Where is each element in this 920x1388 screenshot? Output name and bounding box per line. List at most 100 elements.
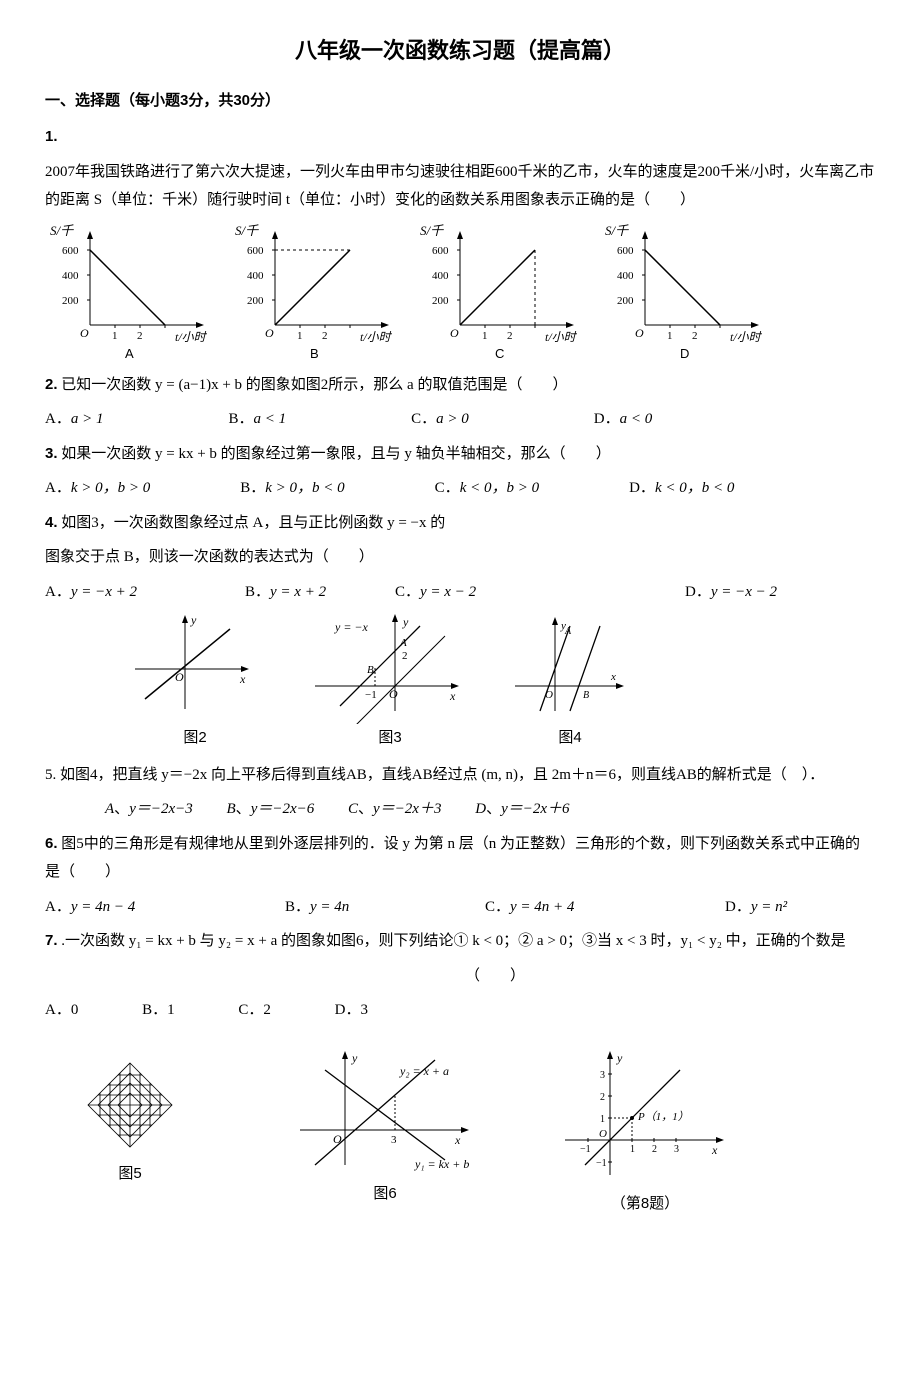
q7-num: 7. [45, 932, 58, 949]
q5-num: 5. [45, 767, 56, 783]
svg-text:2: 2 [322, 330, 328, 342]
fig3-label: 图3 [305, 724, 475, 753]
q4-choice-c: C．y = x − 2 [395, 578, 685, 607]
q3-choice-a: A．k > 0，b > 0 [45, 474, 150, 503]
svg-text:O: O [175, 670, 184, 684]
svg-text:y = −x: y = −x [334, 620, 369, 634]
q4-num: 4. [45, 514, 58, 531]
q4-choices: A．y = −x + 2 B．y = x + 2 C．y = x − 2 D．y… [45, 578, 875, 607]
q6-choice-a: A．y = 4n − 4 [45, 893, 285, 922]
svg-text:S/千: S/千 [605, 223, 629, 238]
svg-text:A: A [399, 637, 407, 649]
q7-choice-d: D．3 [335, 1002, 368, 1018]
svg-text:1: 1 [112, 330, 118, 342]
svg-text:3: 3 [674, 1144, 679, 1155]
q4-text2: 图象交于点 B，则该一次函数的表达式为（ ） [45, 543, 875, 572]
q2-text: 已知一次函数 y = (a−1)x + b 的图象如图2所示，那么 a 的取值范… [61, 377, 567, 393]
svg-text:B: B [310, 346, 319, 361]
svg-text:x: x [449, 689, 456, 703]
svg-text:200: 200 [617, 295, 634, 307]
svg-text:x: x [610, 671, 616, 683]
svg-text:600: 600 [432, 245, 449, 257]
q5-choice-c: C、y＝−2x＋3 [348, 801, 441, 817]
q1-charts: S/千 600 400 200 1 2 O t/小时 A S/千 600 400… [45, 223, 875, 363]
svg-text:x: x [454, 1133, 461, 1147]
q7-choices: A．0 B．1 C．2 D．3 [45, 996, 875, 1025]
svg-text:3: 3 [600, 1070, 605, 1081]
svg-text:x: x [711, 1143, 718, 1157]
svg-text:O: O [80, 326, 89, 340]
q4-text: 如图3，一次函数图象经过点 A，且与正比例函数 y = −x 的 [61, 515, 445, 531]
q5-choice-d: D、y＝−2x＋6 [475, 801, 569, 817]
q2-choice-c: C．a > 0 [411, 405, 469, 434]
svg-text:O: O [450, 326, 459, 340]
q5-choices: A、y＝−2x−3 B、y＝−2x−6 C、y＝−2x＋3 D、y＝−2x＋6 [45, 795, 875, 824]
question-5: 5. 如图4，把直线 y＝−2x 向上平移后得到直线AB，直线AB经过点 (m,… [45, 761, 875, 790]
q2-choice-b: B．a < 1 [228, 405, 286, 434]
q5-text: 如图4，把直线 y＝−2x 向上平移后得到直线AB，直线AB经过点 (m, n)… [60, 767, 824, 783]
svg-text:P（1，1）: P（1，1） [637, 1110, 689, 1123]
q4-choice-b: B．y = x + 2 [245, 578, 395, 607]
q6-choice-c: C．y = 4n + 4 [485, 893, 725, 922]
svg-text:y₁ = kx + b: y₁ = kx + b [414, 1157, 469, 1171]
q7-paren: （ ） [45, 962, 875, 991]
q2-choice-a: A．a > 1 [45, 405, 103, 434]
chart-c: S/千 600 400 200 1 2 O t/小时 C [415, 223, 590, 363]
svg-text:2: 2 [137, 330, 143, 342]
q1-text: 2007年我国铁路进行了第六次大提速，一列火车由甲市匀速驶往相距600千米的乙市… [45, 158, 875, 215]
fig5: 图5 [75, 1050, 185, 1219]
svg-text:600: 600 [247, 245, 264, 257]
question-4: 4. 如图3，一次函数图象经过点 A，且与正比例函数 y = −x 的 [45, 509, 875, 538]
q3-choice-b: B．k > 0，b < 0 [240, 474, 344, 503]
svg-text:t/小时: t/小时 [360, 330, 393, 344]
q3-choice-d: D．k < 0，b < 0 [629, 474, 734, 503]
svg-text:2: 2 [402, 650, 408, 662]
fig4-label: 图4 [505, 724, 635, 753]
fig4: O x y A B 图4 [505, 614, 635, 753]
q7-choice-b: B．1 [142, 1002, 175, 1018]
fig6-label: 图6 [285, 1180, 485, 1209]
svg-text:A: A [125, 346, 134, 361]
svg-text:200: 200 [62, 295, 79, 307]
q4-choice-a: A．y = −x + 2 [45, 578, 245, 607]
svg-text:2: 2 [600, 1092, 605, 1103]
svg-text:y: y [351, 1051, 358, 1065]
svg-text:2: 2 [652, 1144, 657, 1155]
svg-text:3: 3 [391, 1134, 397, 1146]
question-1: 1. [45, 123, 875, 152]
svg-text:y₂ = x + a: y₂ = x + a [399, 1064, 449, 1078]
svg-text:O: O [389, 687, 398, 701]
q7-choice-c: C．2 [238, 1002, 271, 1018]
fig8-label: （第8题） [545, 1190, 745, 1219]
chart-a: S/千 600 400 200 1 2 O t/小时 A [45, 223, 220, 363]
q6-choices: A．y = 4n − 4 B．y = 4n C．y = 4n + 4 D．y =… [45, 893, 875, 922]
svg-text:200: 200 [432, 295, 449, 307]
svg-text:t/小时: t/小时 [175, 330, 208, 344]
page-title: 八年级一次函数练习题（提高篇） [45, 30, 875, 72]
svg-text:t/小时: t/小时 [730, 330, 763, 344]
svg-text:C: C [495, 346, 504, 361]
svg-text:S/千: S/千 [50, 223, 74, 238]
q6-text: 图5中的三角形是有规律地从里到外逐层排列的．设 y 为第 n 层（n 为正整数）… [45, 836, 860, 881]
fig2: O x y 图2 [125, 614, 265, 753]
chart-d: S/千 600 400 200 1 2 O t/小时 D [600, 223, 775, 363]
svg-text:y: y [616, 1051, 623, 1065]
svg-text:600: 600 [62, 245, 79, 257]
svg-text:−1: −1 [365, 689, 377, 701]
question-3: 3. 如果一次函数 y = kx + b 的图象经过第一象限，且与 y 轴负半轴… [45, 440, 875, 469]
svg-text:O: O [265, 326, 274, 340]
figs-234: O x y 图2 O x y y = −x A [45, 614, 875, 753]
svg-text:200: 200 [247, 295, 264, 307]
figs-568: 图5 O x y y₂ = x + a y₁ = kx + b 3 [45, 1050, 875, 1219]
q3-choice-c: C．k < 0，b > 0 [435, 474, 539, 503]
svg-text:A: A [564, 626, 572, 637]
svg-text:600: 600 [617, 245, 634, 257]
chart-b: S/千 600 400 200 1 2 O t/小时 B [230, 223, 405, 363]
svg-text:t/小时: t/小时 [545, 330, 578, 344]
svg-text:2: 2 [692, 330, 698, 342]
svg-text:B: B [367, 664, 374, 676]
question-6: 6. 图5中的三角形是有规律地从里到外逐层排列的．设 y 为第 n 层（n 为正… [45, 830, 875, 887]
q3-text: 如果一次函数 y = kx + b 的图象经过第一象限，且与 y 轴负半轴相交，… [61, 446, 610, 462]
q7-text: .一次函数 y₁ = kx + b 与 y₂ = x + a 的图象如图6，则下… [61, 933, 845, 949]
svg-text:O: O [599, 1128, 607, 1140]
